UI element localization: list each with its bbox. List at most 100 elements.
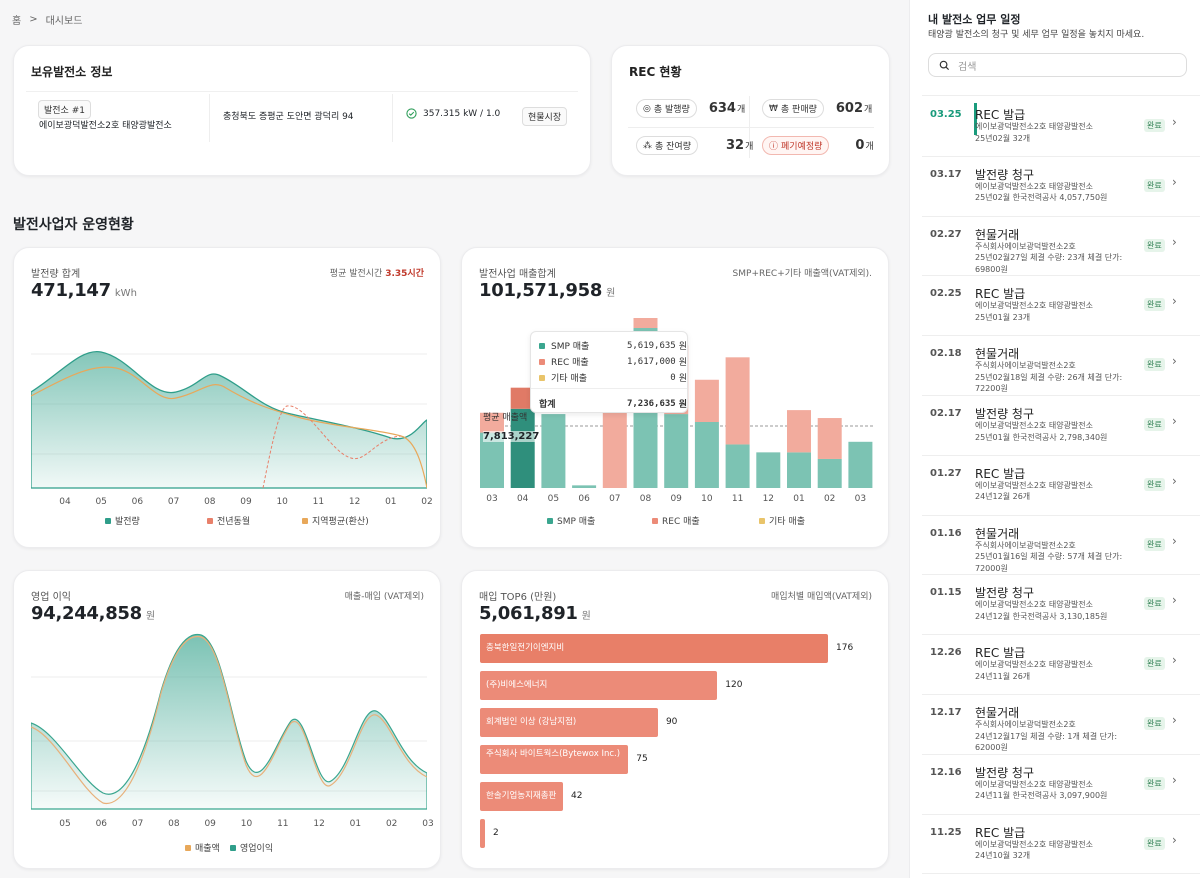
schedule-detail-line: 25년01월 23개 — [975, 312, 1031, 322]
sales-tooltip: SMP 매출 5,619,635 원 REC 매출 1,617,000 원 기타 매출 0… — [530, 331, 688, 413]
chevron-right-icon[interactable]: › — [1172, 354, 1177, 369]
gen-x-tick: 02 — [421, 497, 433, 507]
chevron-right-icon[interactable]: › — [1172, 174, 1177, 189]
schedule-detail-line: 주식회사에이보광덕발전소2호 — [975, 241, 1076, 251]
plant-tag: 발전소 #1 — [38, 100, 91, 119]
legend-smp[interactable]: SMP 매출 — [547, 514, 595, 527]
purchase-note: 매입처별 매입액(VAT제외) — [771, 592, 872, 602]
legend-revenue[interactable]: 매출액 — [185, 841, 220, 854]
gen-x-tick: 10 — [276, 497, 288, 507]
schedule-item[interactable]: 01.27 REC 발급 에이보광덕발전소2호 태양광발전소 24년12월 26개 완료… — [922, 456, 1200, 516]
schedule-item[interactable]: 02.25 REC 발급 에이보광덕발전소2호 태양광발전소 25년01월 23개 완료… — [922, 276, 1200, 337]
purchase-bar[interactable] — [480, 745, 629, 774]
schedule-date: 01.15 — [930, 587, 962, 599]
schedule-item[interactable]: 03.25 REC 발급 에이보광덕발전소2호 태양광발전소 25년02월 32개 완료… — [922, 97, 1200, 157]
chevron-right-icon[interactable]: › — [1172, 115, 1177, 129]
smp-bar[interactable] — [541, 414, 566, 488]
breadcrumb-current: 대시보드 — [45, 16, 83, 27]
smp-bar[interactable] — [787, 452, 811, 488]
schedule-item[interactable]: 12.26 REC 발급 에이보광덕발전소2호 태양광발전소 24년11월 26개 완료… — [922, 635, 1200, 695]
schedule-item[interactable]: 11.25 REC 발급 에이보광덕발전소2호 태양광발전소 24년10월 32개 완료… — [922, 815, 1200, 875]
profit-title: 영업 이익 — [31, 592, 71, 603]
schedule-date: 03.25 — [930, 109, 962, 120]
smp-bar[interactable] — [664, 414, 689, 488]
purchase-bar[interactable] — [480, 671, 718, 700]
smp-bar[interactable] — [848, 441, 873, 488]
rec-bar[interactable] — [817, 418, 842, 459]
legend-etc[interactable]: 기타 매출 — [759, 514, 805, 527]
legend-generation[interactable]: 발전량 — [105, 514, 140, 527]
schedule-detail-line: 에이보광덕발전소2호 태양광발전소 — [975, 181, 1094, 191]
profit-x-tick: 01 — [349, 819, 362, 829]
profit-x-tick: 03 — [422, 819, 434, 829]
purchase-bar[interactable] — [480, 819, 485, 848]
schedule-title: 현물거래 — [975, 706, 1020, 720]
chevron-right-icon[interactable]: › — [1172, 832, 1177, 847]
smp-bar[interactable] — [572, 485, 597, 488]
purchase-bar[interactable] — [480, 708, 658, 737]
purchase-bar[interactable] — [480, 782, 564, 811]
sales-x-tick: 01 — [793, 494, 805, 504]
smp-bar[interactable] — [694, 422, 719, 488]
schedule-item[interactable]: 01.16 현물거래 주식회사에이보광덕발전소2호 25년01월16일 체결 수량: … — [922, 516, 1200, 576]
rec-status-card: REC 현황 ◎ 총 발행량 634개 ₩ 총 판매량 602개 ⁂ 총 잔여량 32… — [611, 45, 890, 176]
profit-x-tick: 09 — [204, 819, 216, 829]
chevron-right-icon[interactable]: › — [1172, 294, 1177, 309]
schedule-item[interactable]: 02.17 발전량 청구 에이보광덕발전소2호 태양광발전소 25년01월 한국전력공… — [922, 396, 1200, 456]
schedule-item[interactable]: 12.17 현물거래 주식회사에이보광덕발전소2호 24년12월17일 체결 수량: … — [922, 695, 1200, 755]
smp-bar[interactable] — [510, 408, 535, 488]
sales-x-tick: 12 — [762, 494, 775, 504]
schedule-title: 현물거래 — [975, 227, 1020, 242]
legend-region-avg[interactable]: 지역평균(환산) — [302, 514, 369, 527]
breadcrumb-home[interactable]: 홈 — [12, 16, 22, 27]
profit-x-tick: 02 — [385, 819, 398, 829]
stack-icon: ⁂ — [643, 140, 652, 151]
schedule-item[interactable]: 02.27 현물거래 주식회사에이보광덕발전소2호 25년02월27일 체결 수량: … — [922, 217, 1200, 277]
profit-card: 영업 이익 매출-매입 (VAT제외) 94,244,858 원 05 06 07 08… — [13, 570, 441, 869]
chevron-right-icon[interactable]: › — [1172, 533, 1177, 548]
rec-bar[interactable] — [694, 379, 719, 422]
generation-card: 발전량 합계 평균 발전시간 3.35시간 471,147 kWh 04 05 06 0… — [13, 247, 441, 548]
sales-x-tick: 09 — [670, 494, 682, 504]
sales-x-tick: 03 — [854, 494, 867, 504]
schedule-title: REC 발급 — [975, 287, 1026, 302]
schedule-date: 12.26 — [930, 647, 962, 659]
schedule-title: REC 발급 — [975, 825, 1026, 840]
chevron-right-icon[interactable]: › — [1172, 653, 1177, 668]
schedule-item[interactable]: 03.17 발전량 청구 에이보광덕발전소2호 태양광발전소 25년02월 한국전력공… — [922, 157, 1200, 217]
smp-bar[interactable] — [817, 458, 842, 488]
schedule-item[interactable]: 12.16 발전량 청구 에이보광덕발전소2호 태양광발전소 24년11월 한국전력공… — [922, 755, 1200, 815]
chevron-right-icon[interactable]: › — [1172, 772, 1177, 787]
status-badge: 완료 — [1144, 298, 1165, 312]
legend-prev-year[interactable]: 전년동월 — [207, 514, 250, 527]
plant-capacity: 357.315 kW / 1.0 — [406, 108, 500, 119]
rec-bar[interactable] — [725, 357, 750, 445]
status-badge: 완료 — [1144, 657, 1165, 671]
schedule-item[interactable]: 02.18 현물거래 주식회사에이보광덕발전소2호 25년02월18일 체결 수량: … — [922, 336, 1200, 396]
chevron-right-icon[interactable]: › — [1172, 473, 1177, 488]
rec-bar[interactable] — [602, 399, 627, 488]
rec-bar[interactable] — [787, 410, 811, 453]
schedule-detail: 에이보광덕발전소2호 태양광발전소 24년12월 26개 — [975, 480, 1155, 503]
gen-x-tick: 08 — [204, 497, 216, 507]
rec-bar[interactable] — [633, 318, 658, 328]
purchase-bar-label: (주)비에스에너지 — [486, 680, 548, 690]
purchase-bar-label: 주식회사 바이트웍스(Bytewox Inc.) — [486, 749, 621, 759]
status-badge: 완료 — [1144, 836, 1165, 850]
schedule-item[interactable]: 01.15 발전량 청구 에이보광덕발전소2호 태양광발전소 24년12월 한국전력공… — [922, 575, 1200, 636]
legend-op-profit[interactable]: 영업이익 — [230, 841, 273, 854]
schedule-search-input[interactable]: 검색 — [928, 53, 1187, 77]
chevron-right-icon[interactable]: › — [1172, 414, 1177, 428]
smp-bar[interactable] — [725, 444, 750, 488]
chevron-right-icon[interactable]: › — [1172, 593, 1177, 608]
purchase-bar[interactable] — [480, 634, 828, 663]
rec-bar[interactable] — [510, 387, 535, 409]
chevron-right-icon[interactable]: › — [1172, 713, 1177, 727]
rec-bar[interactable] — [480, 412, 504, 433]
smp-bar[interactable] — [756, 452, 781, 488]
status-badge: 완료 — [1144, 358, 1165, 372]
schedule-detail: 에이보광덕발전소2호 태양광발전소 25년01월 한국전력공사 2,798,340… — [975, 420, 1155, 443]
legend-rec[interactable]: REC 매출 — [652, 514, 700, 527]
schedule-detail-line: 24년12월 26개 — [975, 492, 1031, 502]
chevron-right-icon[interactable]: › — [1172, 234, 1177, 249]
